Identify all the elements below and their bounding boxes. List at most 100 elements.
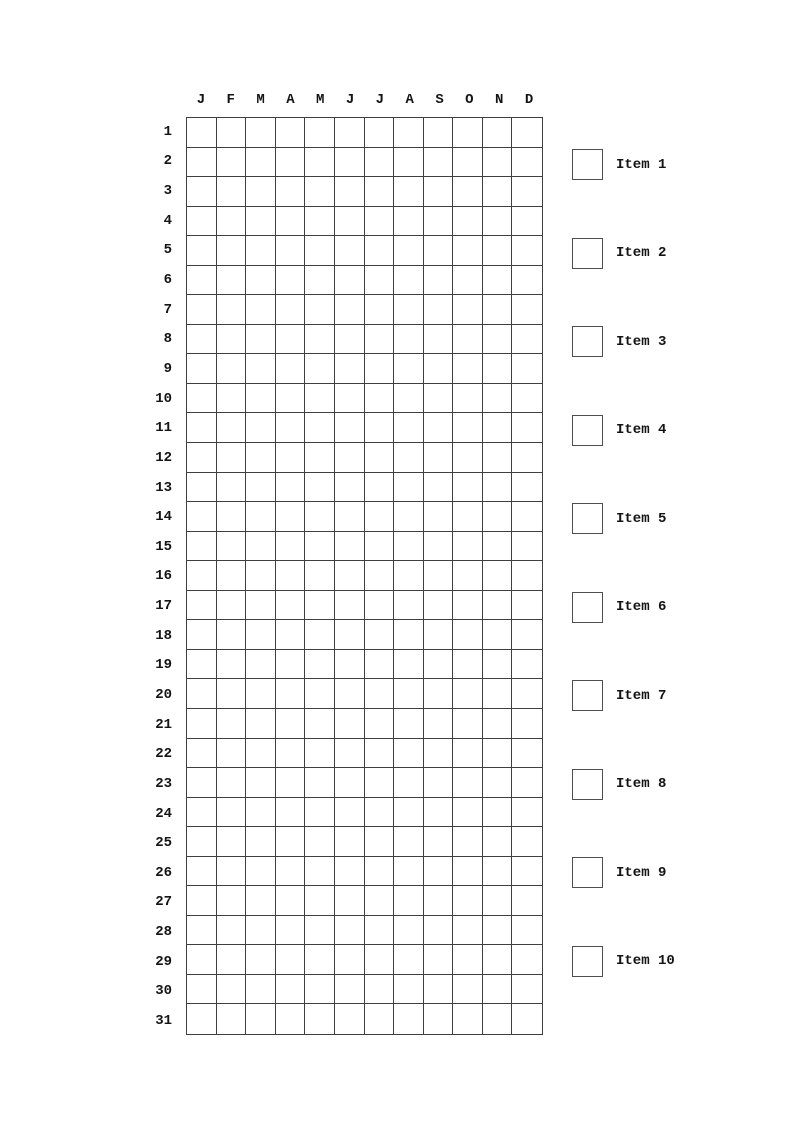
day-cell[interactable] [512,443,542,473]
day-cell[interactable] [334,118,365,148]
day-cell[interactable] [334,738,365,769]
day-cell[interactable] [216,206,247,237]
day-cell[interactable] [512,561,542,591]
day-cell[interactable] [364,974,395,1005]
day-cell[interactable] [482,502,513,532]
item-checkbox[interactable] [572,680,603,711]
day-cell[interactable] [364,472,395,503]
day-cell[interactable] [246,708,276,739]
day-cell[interactable] [334,206,365,237]
day-cell[interactable] [187,236,217,266]
day-cell[interactable] [482,590,513,621]
day-cell[interactable] [334,177,365,207]
day-cell[interactable] [216,324,247,355]
day-cell[interactable] [512,532,542,562]
day-cell[interactable] [394,206,424,237]
day-cell[interactable] [305,797,335,828]
day-cell[interactable] [394,886,424,916]
day-cell[interactable] [394,531,424,562]
day-cell[interactable] [512,679,542,709]
day-cell[interactable] [512,266,542,296]
day-cell[interactable] [453,827,483,857]
day-cell[interactable] [275,708,306,739]
day-cell[interactable] [216,708,247,739]
day-cell[interactable] [364,295,395,325]
day-cell[interactable] [334,295,365,325]
day-cell[interactable] [512,502,542,532]
day-cell[interactable] [453,797,483,828]
day-cell[interactable] [453,679,483,709]
day-cell[interactable] [305,177,335,207]
day-cell[interactable] [216,502,247,532]
day-cell[interactable] [512,118,542,148]
day-cell[interactable] [512,975,542,1005]
day-cell[interactable] [246,679,276,709]
day-cell[interactable] [423,590,454,621]
day-cell[interactable] [305,413,335,444]
day-cell[interactable] [394,945,424,975]
item-checkbox[interactable] [572,503,603,534]
day-cell[interactable] [394,236,424,266]
day-cell[interactable] [187,295,217,325]
day-cell[interactable] [482,620,513,650]
day-cell[interactable] [364,324,395,355]
day-cell[interactable] [482,886,513,916]
day-cell[interactable] [423,531,454,562]
day-cell[interactable] [334,590,365,621]
day-cell[interactable] [187,206,217,237]
day-cell[interactable] [364,620,395,650]
day-cell[interactable] [187,177,217,207]
day-cell[interactable] [483,1004,513,1034]
day-cell[interactable] [187,679,217,709]
day-cell[interactable] [187,118,217,148]
day-cell[interactable] [364,945,395,975]
day-cell[interactable] [216,856,247,887]
day-cell[interactable] [394,383,424,414]
day-cell[interactable] [216,177,247,207]
day-cell[interactable] [453,354,483,384]
day-cell[interactable] [453,915,483,946]
day-cell[interactable] [216,383,247,414]
day-cell[interactable] [453,708,483,739]
day-cell[interactable] [216,886,247,916]
day-cell[interactable] [512,1004,542,1034]
day-cell[interactable] [394,561,424,591]
item-checkbox[interactable] [572,414,603,446]
day-cell[interactable] [394,1004,424,1034]
day-cell[interactable] [453,265,483,296]
day-cell[interactable] [334,236,365,266]
day-cell[interactable] [512,739,542,769]
day-cell[interactable] [246,945,276,975]
day-cell[interactable] [394,797,424,828]
day-cell[interactable] [394,827,424,857]
day-cell[interactable] [512,384,542,414]
day-cell[interactable] [394,649,424,680]
day-cell[interactable] [334,856,365,887]
day-cell[interactable] [334,886,365,916]
day-cell[interactable] [364,561,395,591]
day-cell[interactable] [334,945,365,975]
day-cell[interactable] [276,1004,306,1034]
day-cell[interactable] [423,827,454,857]
day-cell[interactable] [394,147,424,178]
day-cell[interactable] [453,472,483,503]
day-cell[interactable] [334,620,365,650]
day-cell[interactable] [334,561,365,591]
day-cell[interactable] [453,324,483,355]
day-cell[interactable] [335,1004,365,1034]
item-checkbox[interactable] [572,857,603,888]
day-cell[interactable] [246,590,276,621]
day-cell[interactable] [216,768,247,798]
day-cell[interactable] [512,798,542,828]
day-cell[interactable] [246,236,276,266]
day-cell[interactable] [275,177,306,207]
day-cell[interactable] [453,383,483,414]
day-cell[interactable] [216,590,247,621]
day-cell[interactable] [187,590,217,621]
day-cell[interactable] [216,531,247,562]
day-cell[interactable] [364,443,395,473]
item-checkbox[interactable] [572,149,603,180]
day-cell[interactable] [423,443,454,473]
day-cell[interactable] [482,236,513,266]
day-cell[interactable] [364,827,395,857]
